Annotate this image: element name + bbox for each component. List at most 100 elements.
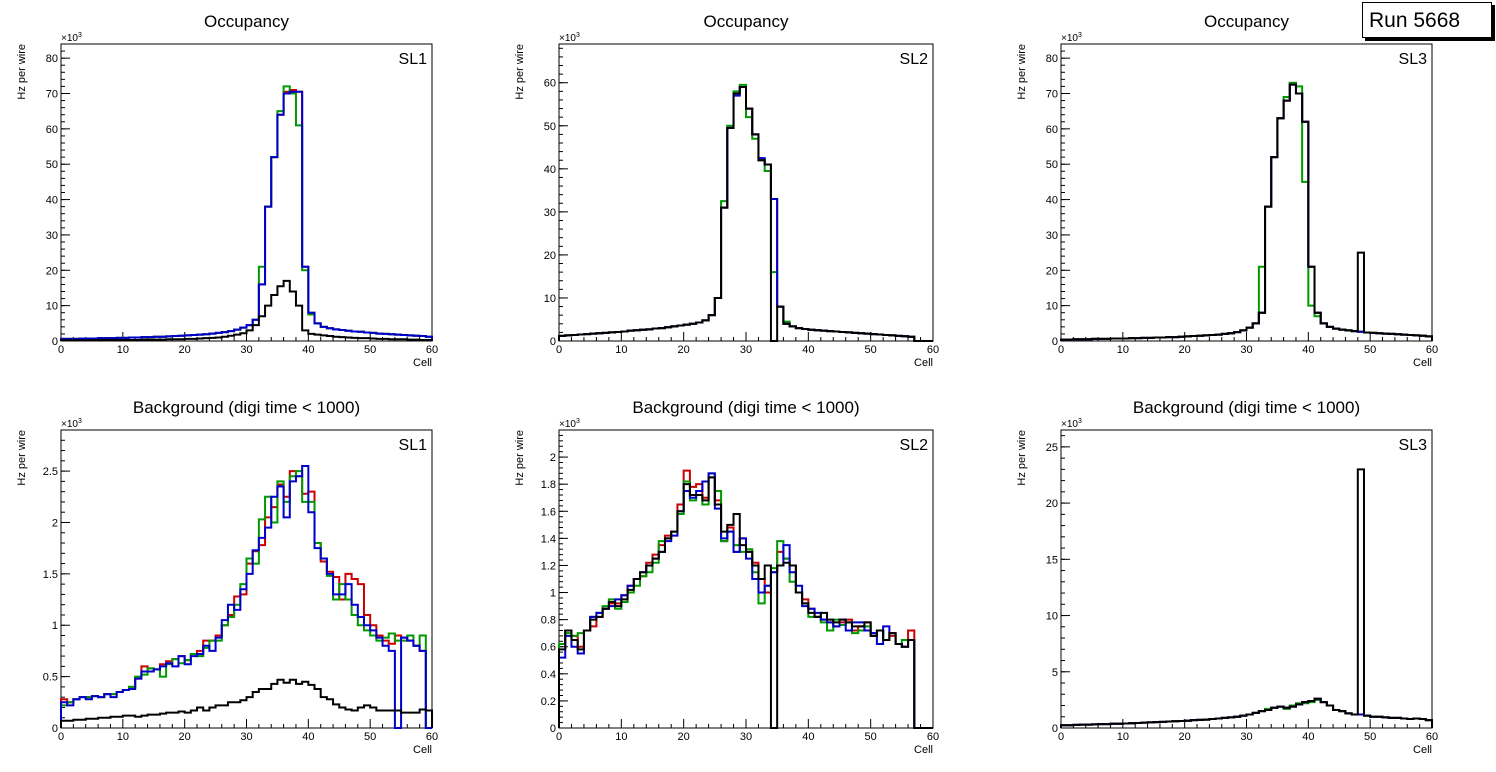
y-exponent-label: ×103 (559, 32, 580, 44)
x-tick-label: 20 (678, 344, 690, 356)
histogram-blue (558, 472, 933, 729)
x-tick-label: 20 (1179, 344, 1191, 356)
x-tick-label: 0 (1058, 731, 1064, 743)
x-tick-label: 60 (426, 731, 438, 743)
y-tick-label: 10 (1046, 611, 1058, 623)
y-tick-label: 0 (550, 336, 556, 348)
x-tick-label: 10 (1117, 344, 1129, 356)
x-tick-label: 30 (740, 344, 752, 356)
y-tick-label: 50 (544, 121, 556, 133)
y-tick-label: 30 (544, 207, 556, 219)
x-tick-label: 40 (1302, 344, 1314, 356)
y-tick-label: 50 (1046, 159, 1058, 171)
y-tick-label: 50 (46, 159, 58, 171)
superlayer-label: SL1 (399, 437, 428, 454)
y-tick-label: 30 (1046, 230, 1058, 242)
plot-frame (1060, 43, 1433, 342)
chart-title: Background (digi time < 1000) (632, 398, 859, 417)
x-tick-label: 30 (1240, 731, 1252, 743)
x-tick-label: 50 (865, 344, 877, 356)
plot-frame (1060, 429, 1433, 729)
x-tick-label: 30 (740, 731, 752, 743)
plot-frame (558, 429, 934, 729)
histogram-red (558, 86, 933, 342)
x-tick-label: 50 (364, 344, 376, 356)
x-tick-label: 30 (240, 344, 252, 356)
histogram-black (60, 279, 433, 342)
y-tick-label: 80 (1046, 53, 1058, 65)
y-tick-label: 10 (1046, 301, 1058, 313)
y-tick-label: 40 (544, 164, 556, 176)
y-tick-label: 5 (1052, 667, 1058, 679)
x-tick-label: 60 (1426, 731, 1438, 743)
y-exponent-label: ×103 (559, 418, 580, 430)
y-tick-label: 1 (52, 620, 58, 632)
histogram-green (1060, 81, 1433, 341)
y-tick-label: 70 (46, 89, 58, 101)
x-tick-label: 0 (556, 344, 562, 356)
chart-title: Occupancy (703, 12, 789, 31)
y-tick-label: 0 (52, 336, 58, 348)
x-tick-label: 50 (1364, 344, 1376, 356)
y-axis-label: Hz per wire (16, 430, 28, 486)
x-tick-label: 60 (927, 344, 939, 356)
x-tick-label: 30 (1240, 344, 1252, 356)
y-exponent-power: 3 (1078, 418, 1082, 425)
x-tick-label: 60 (1426, 344, 1438, 356)
x-tick-label: 20 (179, 344, 191, 356)
x-axis-label: Cell (413, 744, 432, 756)
x-axis-label: Cell (1413, 357, 1432, 369)
y-tick-label: 1.5 (43, 569, 58, 581)
y-tick-label: 60 (1046, 124, 1058, 136)
chart-title: Background (digi time < 1000) (1133, 398, 1360, 417)
x-tick-label: 20 (1179, 731, 1191, 743)
y-tick-label: 25 (1046, 442, 1058, 454)
y-exponent-label: ×103 (1061, 418, 1082, 430)
y-tick-label: 0 (1052, 336, 1058, 348)
chart-panel-1: Occupancy 0 10 20 30 40 50 60 0 10 20 30 40 50 60 70 80×… (16, 12, 438, 369)
y-tick-label: 2 (52, 517, 58, 529)
y-tick-label: 60 (46, 124, 58, 136)
y-exponent-power: 3 (78, 32, 82, 39)
superlayer-label: SL3 (1399, 51, 1428, 68)
chart-panel-3: Occupancy 0 10 20 30 40 50 60 0 10 20 30 40 50 60 70 80×… (1016, 12, 1438, 369)
y-tick-label: 20 (1046, 265, 1058, 277)
y-axis-label: Hz per wire (1016, 44, 1028, 100)
y-tick-label: 20 (1046, 498, 1058, 510)
y-tick-label: 2 (550, 452, 556, 464)
y-axis-label: Hz per wire (514, 430, 526, 486)
x-tick-label: 10 (615, 731, 627, 743)
histogram-green (60, 470, 432, 729)
x-tick-label: 0 (58, 344, 64, 356)
y-tick-label: 0 (52, 723, 58, 735)
histogram-red (60, 470, 432, 729)
y-tick-label: 1 (550, 588, 556, 600)
x-tick-label: 40 (802, 344, 814, 356)
x-tick-label: 10 (1117, 731, 1129, 743)
plot-frame (60, 43, 433, 342)
x-tick-label: 40 (302, 731, 314, 743)
histogram-red (60, 88, 433, 341)
x-tick-label: 50 (1364, 731, 1376, 743)
y-exponent-power: 3 (576, 418, 580, 425)
chart-title: Background (digi time < 1000) (133, 398, 360, 417)
y-tick-label: 60 (544, 78, 556, 90)
y-tick-label: 1.8 (541, 479, 556, 491)
y-axis-label: Hz per wire (514, 44, 526, 100)
x-tick-label: 60 (927, 731, 939, 743)
histogram-blue (60, 464, 432, 729)
y-exponent-label: ×103 (61, 32, 82, 44)
x-axis-label: Cell (413, 357, 432, 369)
superlayer-label: SL3 (1399, 437, 1428, 454)
x-axis-label: Cell (914, 744, 933, 756)
y-tick-label: 10 (46, 301, 58, 313)
y-tick-label: 0.8 (541, 615, 556, 627)
x-tick-label: 40 (1302, 731, 1314, 743)
histogram-green (60, 85, 433, 341)
y-tick-label: 2.5 (43, 466, 58, 478)
y-tick-label: 40 (1046, 195, 1058, 207)
superlayer-label: SL1 (399, 51, 428, 68)
x-tick-label: 50 (364, 731, 376, 743)
y-tick-label: 70 (1046, 89, 1058, 101)
x-tick-label: 10 (117, 731, 129, 743)
